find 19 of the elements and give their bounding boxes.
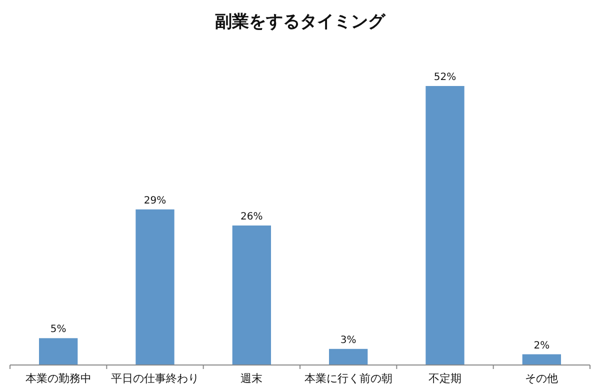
chart-title: 副業をするタイミング xyxy=(215,12,386,32)
bar xyxy=(39,338,78,365)
x-tick-label: 不定期 xyxy=(428,372,462,385)
data-label: 3% xyxy=(340,334,356,346)
x-tick-label: 平日の仕事終わり xyxy=(111,372,199,385)
x-tick-label: 本業の勤務中 xyxy=(25,372,92,385)
x-tick-label: その他 xyxy=(525,372,558,385)
bar xyxy=(426,86,464,365)
bar xyxy=(522,354,561,365)
data-label: 52% xyxy=(434,72,456,83)
x-tick-label: 本業に行く前の朝 xyxy=(304,372,392,385)
data-label: 5% xyxy=(50,324,66,336)
bar xyxy=(232,226,271,365)
data-label: 29% xyxy=(144,195,166,206)
bar xyxy=(136,209,174,365)
bar xyxy=(329,348,368,365)
x-tick-label: 週末 xyxy=(240,372,263,385)
data-label: 26% xyxy=(240,212,263,222)
data-label: 2% xyxy=(534,340,550,352)
